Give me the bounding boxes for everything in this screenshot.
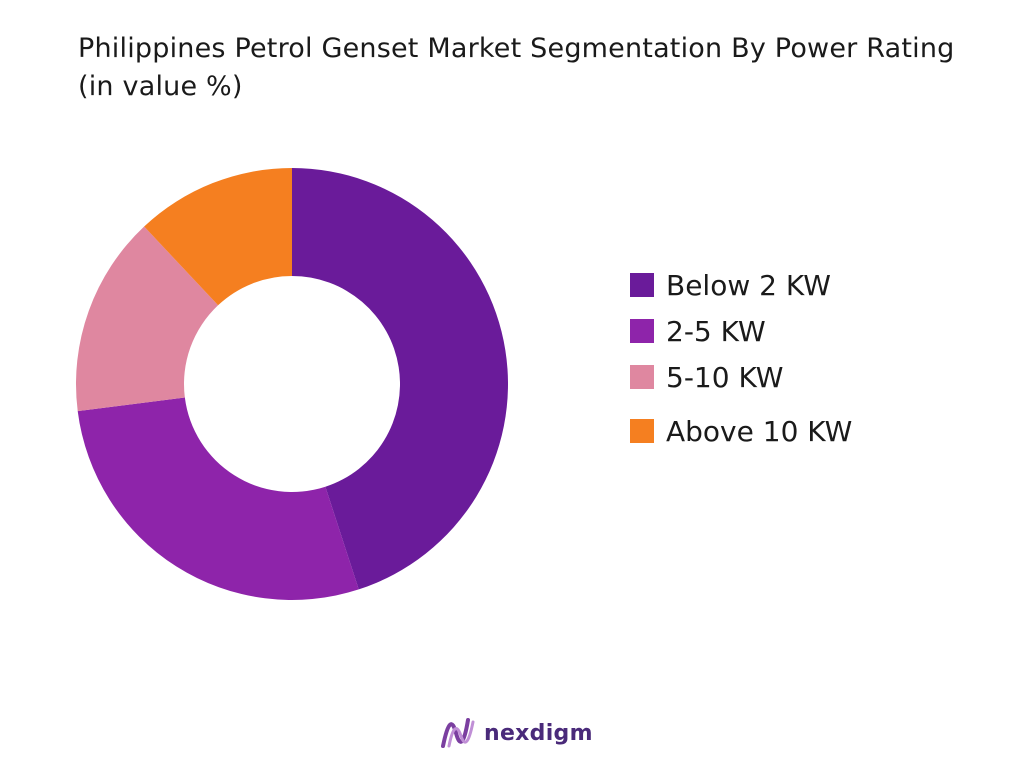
brand-footer: nexdigm [440,716,593,750]
legend-swatch-above-10kw [630,419,654,443]
legend-item-above-10kw: Above 10 KW [630,408,852,454]
legend-label-5-10kw: 5-10 KW [666,360,784,394]
legend-item-below-2kw: Below 2 KW [630,262,852,308]
nexdigm-wave-logo-icon [441,718,475,748]
legend-label-above-10kw: Above 10 KW [666,414,853,448]
slice-below-2kw [292,168,509,590]
legend-swatch-2-5kw [630,319,654,343]
legend-swatch-below-2kw [630,273,654,297]
legend-label-2-5kw: 2-5 KW [666,314,766,348]
slice-5-10kw [76,226,219,412]
brand-name: nexdigm [484,720,593,746]
slice-2-5kw [77,397,359,601]
legend-item-5-10kw: 5-10 KW [630,354,852,400]
legend-swatch-5-10kw [630,365,654,389]
chart-title: Philippines Petrol Genset Market Segment… [78,33,955,102]
legend-label-below-2kw: Below 2 KW [666,268,831,302]
slice-above-10kw [144,168,292,306]
legend-item-2-5kw: 2-5 KW [630,308,852,354]
chart-legend: Below 2 KW 2-5 KW 5-10 KW Above 10 KW [630,262,852,454]
